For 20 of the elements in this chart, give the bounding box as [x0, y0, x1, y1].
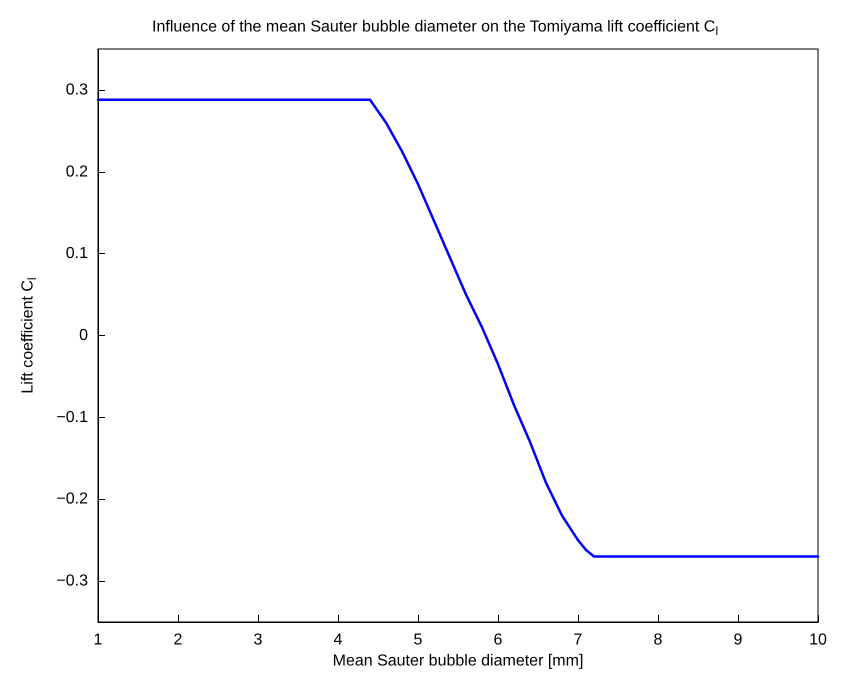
x-tick-label: 2 [174, 632, 183, 648]
x-tick-label: 8 [654, 632, 663, 648]
x-tick-label: 9 [734, 632, 743, 648]
line-series [96, 98, 820, 558]
x-tick-label: 3 [254, 632, 263, 648]
y-axis-title: Lift coefficient Cl [20, 277, 39, 394]
y-tick-label: 0.1 [66, 245, 88, 262]
x-tick-label: 10 [809, 632, 827, 648]
y-tick-label: −0.3 [56, 572, 88, 590]
y-tick-label: 0 [79, 327, 88, 344]
x-tick-label: 5 [414, 632, 423, 648]
x-tick-label: 6 [494, 632, 503, 648]
y-tick-label: 0.2 [66, 163, 88, 180]
x-tick-label: 7 [574, 632, 583, 648]
y-tick-label: −0.1 [56, 408, 88, 426]
x-tick-label: 4 [334, 632, 343, 648]
y-tick-label: 0.3 [66, 81, 88, 98]
y-tick-label: −0.2 [56, 490, 88, 508]
x-axis-title: Mean Sauter bubble diameter [mm] [332, 652, 584, 670]
x-tick-label: 1 [94, 632, 103, 648]
